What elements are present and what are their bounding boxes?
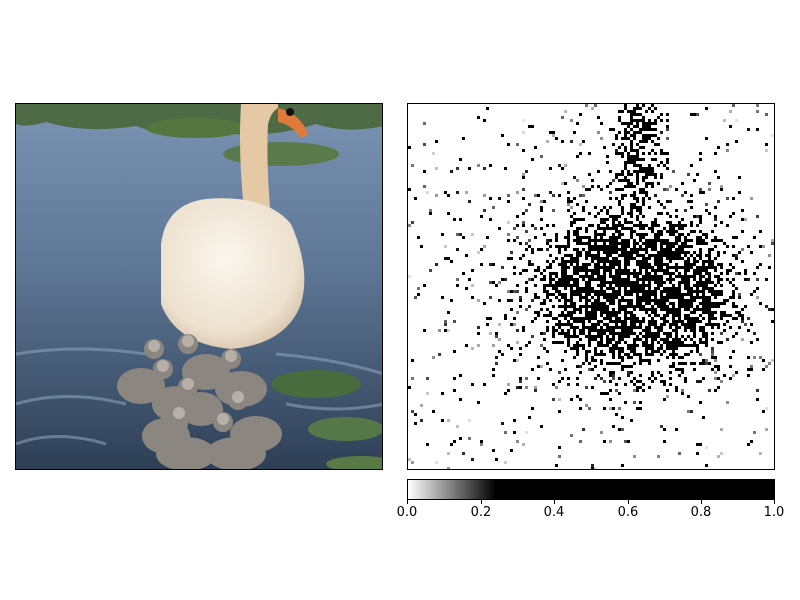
swan-beak: [278, 108, 308, 138]
colorbar-tick-label: 0.4: [543, 505, 565, 520]
saliency-map-panel: [407, 103, 775, 470]
swan-photo: [16, 104, 382, 469]
colorbar-tick-label: 0.2: [470, 505, 492, 520]
colorbar-tick: [481, 500, 482, 504]
colorbar-tick: [554, 500, 555, 504]
swan-body: [161, 198, 305, 349]
input-image-panel: [15, 103, 383, 470]
colorbar: [407, 479, 775, 500]
colorbar-tick-label: 1.0: [763, 505, 785, 520]
colorbar-tick: [701, 500, 702, 504]
colorbar-tick-label: 0.0: [396, 505, 418, 520]
colorbar-tick-label: 0.8: [690, 505, 712, 520]
swan-neck: [240, 104, 278, 219]
colorbar-tick: [774, 500, 775, 504]
saliency-map: [408, 104, 774, 469]
colorbar-tick: [628, 500, 629, 504]
colorbar-tick-label: 0.6: [617, 505, 639, 520]
colorbar-tick: [407, 500, 408, 504]
